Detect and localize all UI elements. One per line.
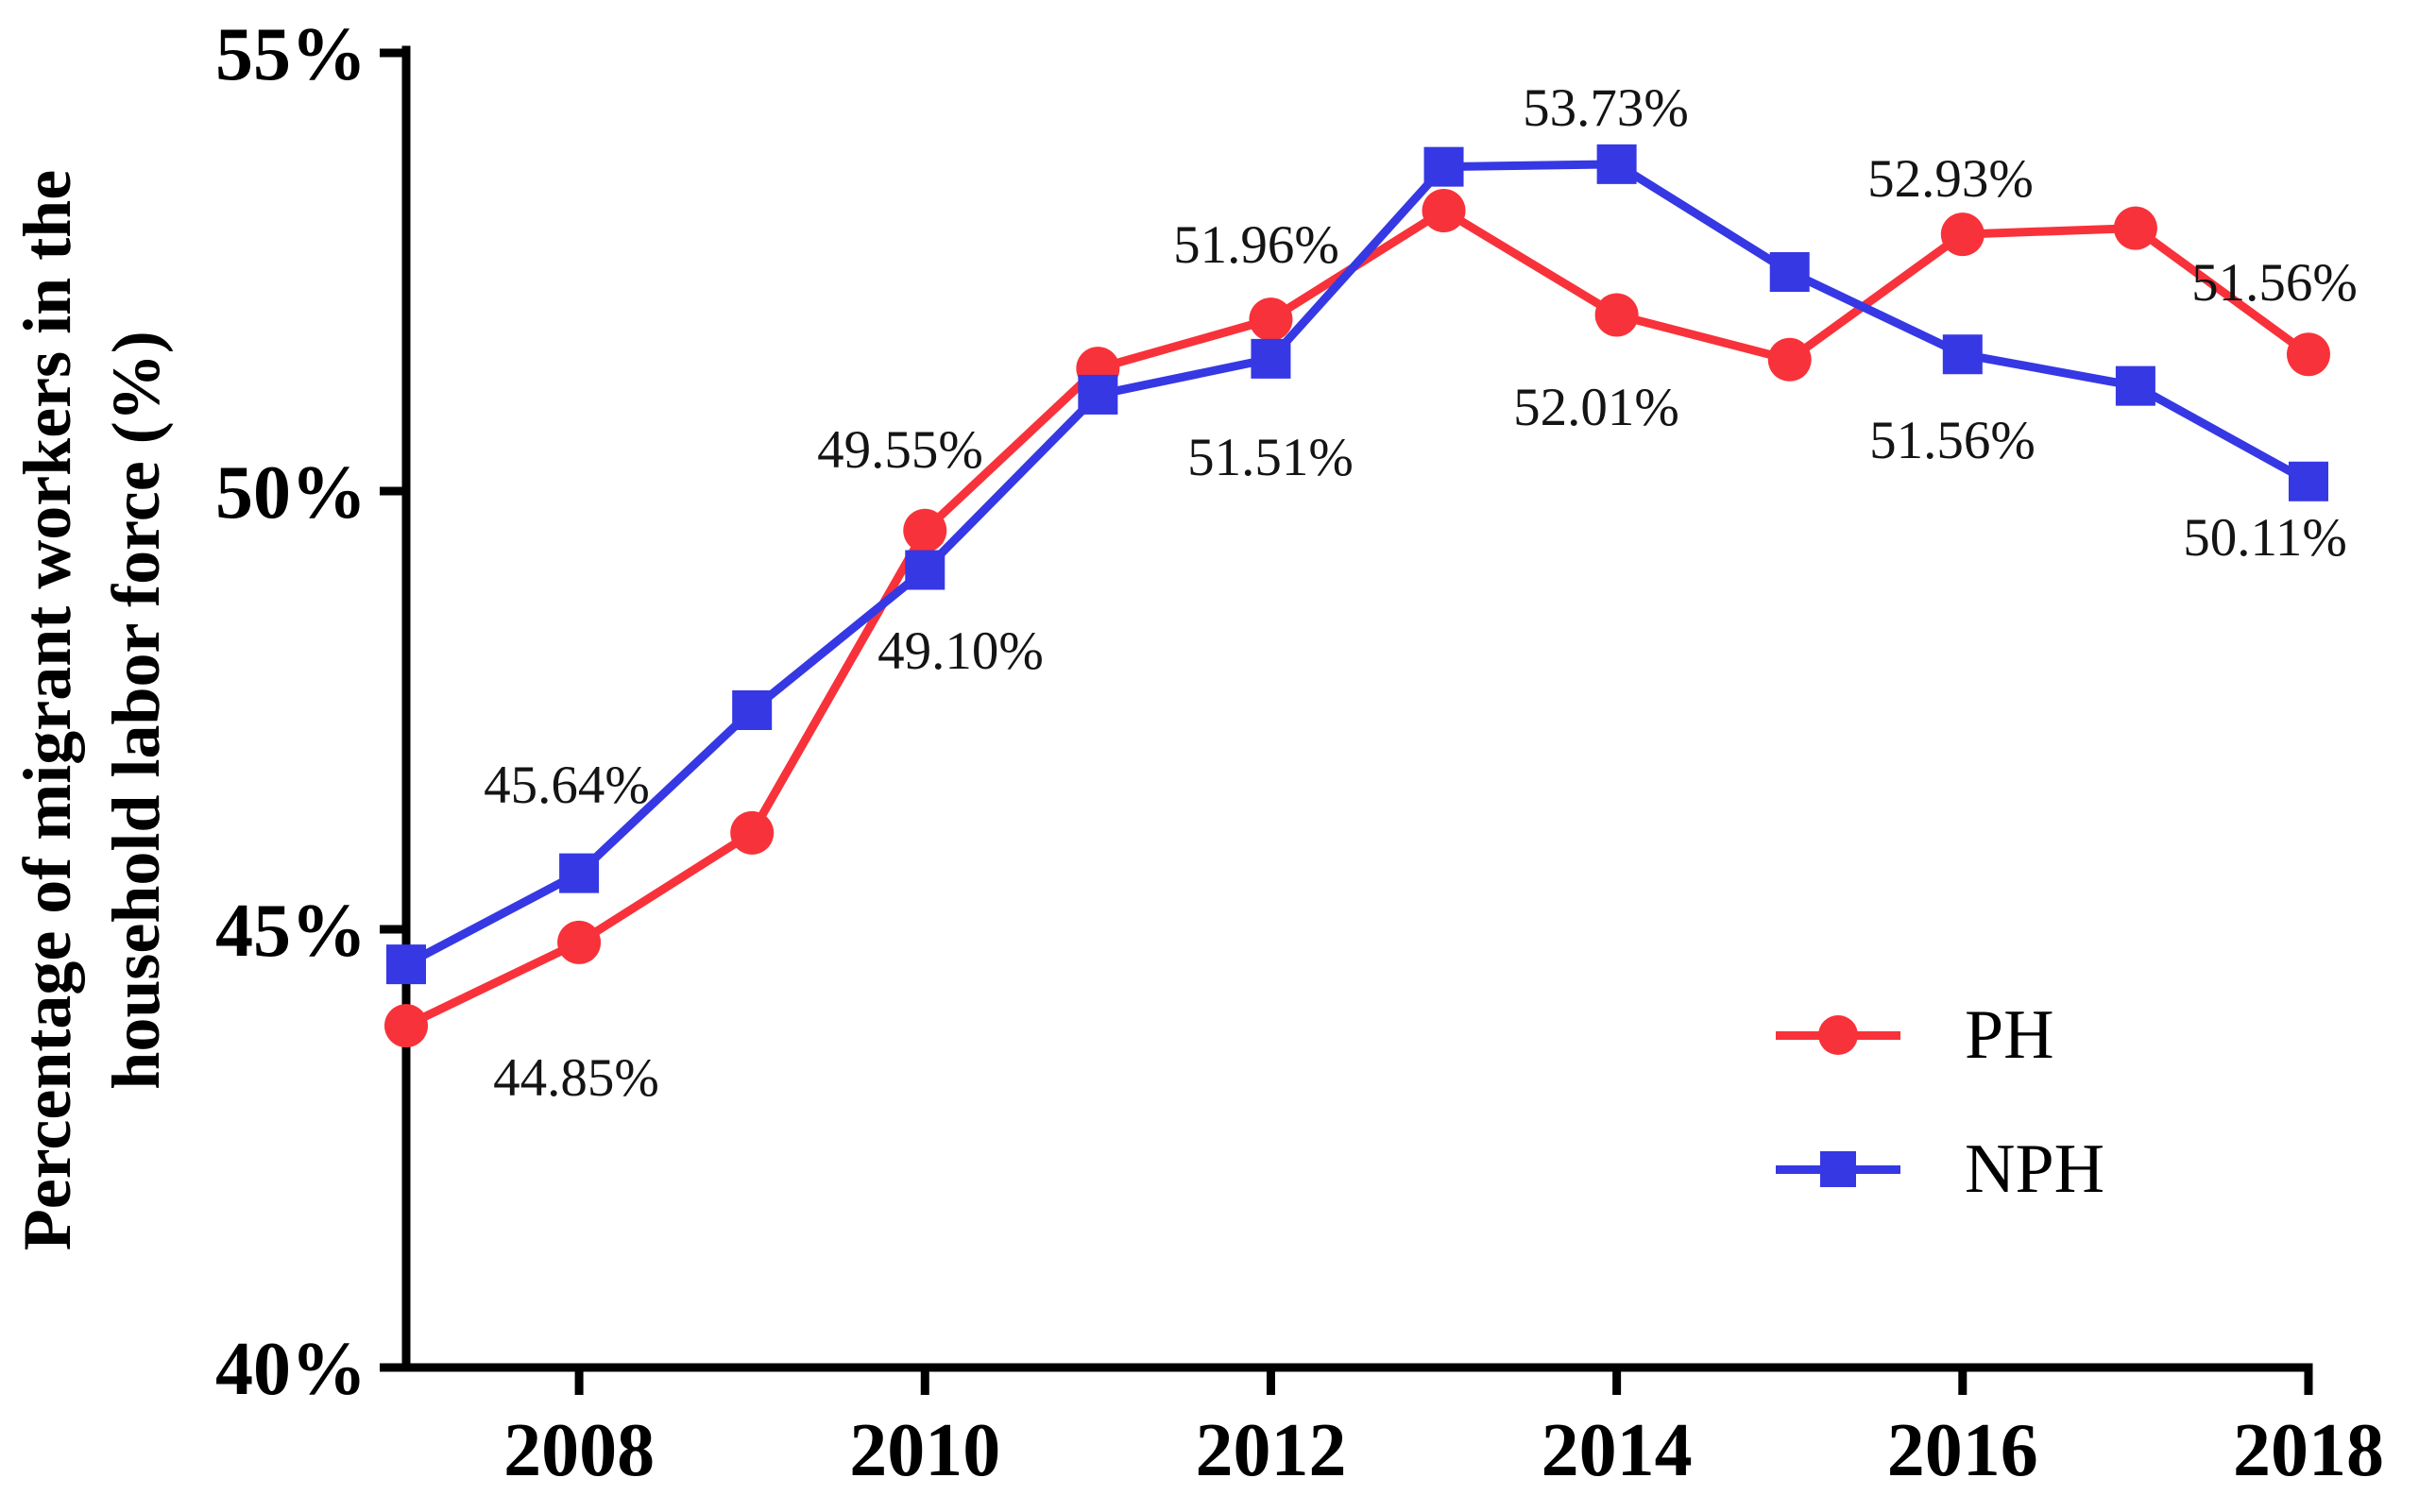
nph-data-point (1596, 144, 1637, 184)
legend-label-ph: PH (1965, 995, 2054, 1074)
square-marker-icon (1820, 1151, 1856, 1187)
data-point-label: 52.01% (1513, 378, 1679, 437)
circle-marker-icon (1818, 1015, 1858, 1055)
y-tick-label: 45% (215, 890, 366, 973)
nph-data-point (1251, 338, 1291, 379)
ph-series-line (401, 206, 2313, 1030)
y-axis-title: Percentage of migrant workers in the hou… (3, 21, 192, 1400)
nph-data-point (559, 853, 600, 893)
x-tick-label: 2016 (1887, 1409, 2038, 1492)
ph-data-point (1422, 189, 1466, 233)
ph-data-point (1767, 337, 1812, 382)
data-point-label: 51.51% (1187, 428, 1354, 487)
nph-data-point (732, 690, 773, 730)
y-axis-title-line2: household labor force (%) (98, 331, 174, 1090)
ph-data-point (2286, 332, 2330, 377)
data-point-label: 53.73% (1523, 78, 1689, 138)
y-tick-label: 55% (215, 13, 366, 96)
x-tick-label: 2014 (1542, 1409, 1693, 1492)
data-point-label: 45.64% (484, 756, 650, 815)
data-point-label: 49.10% (877, 621, 1044, 681)
y-tick-label: 40% (215, 1328, 366, 1411)
legend-item-nph: NPH (1776, 1102, 2104, 1236)
y-tick-label: 50% (215, 451, 366, 535)
nph-data-point (905, 550, 945, 590)
data-point-label: 51.56% (1869, 411, 2036, 470)
ph-data-point (557, 920, 602, 964)
ph-data-point (1249, 297, 1293, 342)
data-point-label: 49.55% (817, 420, 983, 480)
legend-item-ph: PH (1776, 968, 2104, 1102)
nph-data-point (1078, 374, 1118, 415)
legend: PH NPH (1776, 968, 2104, 1236)
y-axis-title-line1: Percentage of migrant workers in the (9, 169, 85, 1251)
ph-data-point (903, 508, 947, 552)
ph-data-point (1594, 293, 1639, 337)
data-point-label: 51.96% (1173, 215, 1339, 275)
ph-data-point (2113, 206, 2157, 250)
data-point-label: 51.56% (2191, 253, 2358, 313)
nph-data-point (2288, 461, 2328, 501)
x-tick-label: 2012 (1195, 1409, 1346, 1492)
nph-series-marker (1776, 1147, 1900, 1191)
x-tick-label: 2008 (503, 1409, 655, 1492)
legend-label-nph: NPH (1965, 1130, 2105, 1208)
data-point-label: 50.11% (2183, 508, 2347, 568)
nph-series-line (401, 160, 2313, 969)
x-tick-label: 2010 (849, 1409, 1000, 1492)
nph-data-point (2115, 365, 2155, 406)
nph-data-point (1769, 252, 1810, 292)
nph-data-point (1423, 146, 1464, 187)
x-tick-label: 2018 (2233, 1409, 2384, 1492)
nph-data-point (1942, 334, 1983, 375)
ph-data-point (730, 810, 775, 855)
nph-data-point (386, 944, 426, 985)
ph-data-point (1940, 212, 1985, 257)
ph-data-point (384, 1004, 428, 1048)
data-point-label: 44.85% (493, 1048, 659, 1108)
data-point-label: 52.93% (1867, 149, 2034, 209)
ph-series-marker (1776, 1013, 1900, 1057)
